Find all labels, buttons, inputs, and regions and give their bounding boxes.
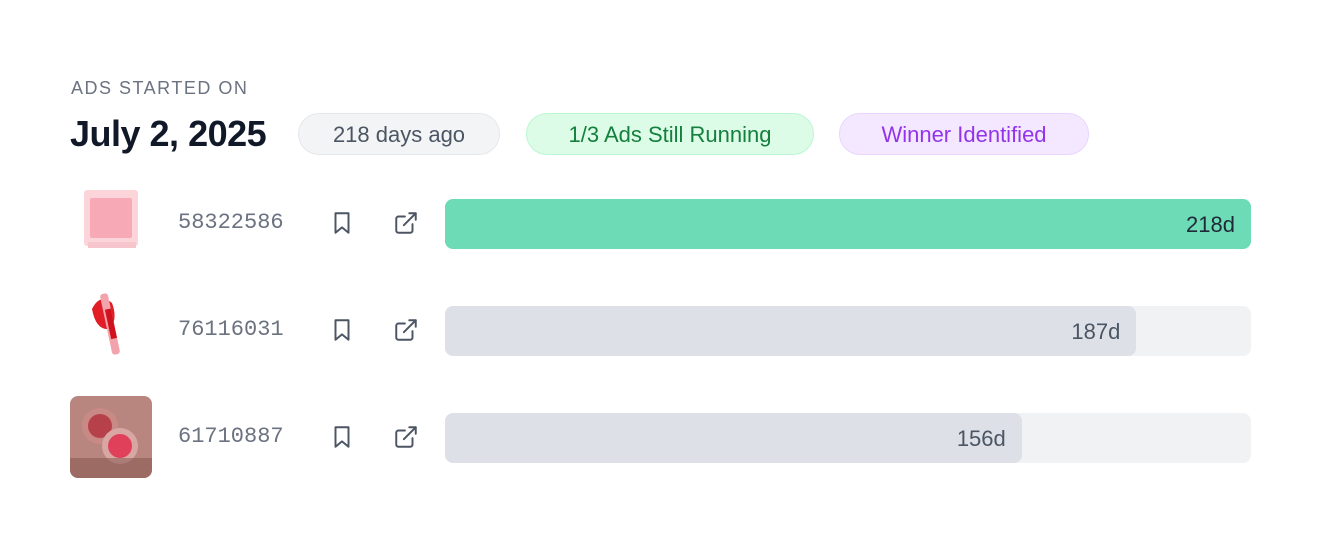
duration-bar: 156d — [445, 413, 1022, 463]
status-badge: 218 days ago — [298, 113, 500, 155]
duration-bar: 218d — [445, 199, 1251, 249]
bookmark-button[interactable] — [329, 424, 355, 450]
ad-row: 61710887 156d — [0, 396, 1326, 480]
bookmark-button[interactable] — [329, 317, 355, 343]
duration-track: 156d — [445, 413, 1251, 463]
duration-bar: 187d — [445, 306, 1137, 356]
section-label: ADS STARTED ON — [71, 78, 249, 98]
ad-thumbnail — [70, 396, 152, 478]
bookmark-button[interactable] — [329, 210, 355, 236]
duration-track: 187d — [445, 306, 1251, 356]
open-link-button[interactable] — [393, 424, 419, 450]
status-badge: Winner Identified — [839, 113, 1089, 155]
ad-thumbnail — [70, 289, 152, 371]
start-date: July 2, 2025 — [70, 113, 267, 154]
duration-label: 187d — [1071, 319, 1121, 344]
open-link-button[interactable] — [393, 317, 419, 343]
ad-row: 76116031 187d — [0, 289, 1326, 373]
ad-id: 61710887 — [178, 424, 284, 449]
open-link-button[interactable] — [393, 210, 419, 236]
ad-thumbnail — [70, 182, 152, 264]
duration-label: 156d — [956, 426, 1006, 451]
ad-id: 76116031 — [178, 317, 284, 342]
status-badge: 1/3 Ads Still Running — [526, 113, 814, 155]
ad-id: 58322586 — [178, 210, 284, 235]
duration-track: 218d — [445, 199, 1251, 249]
duration-label: 218d — [1186, 212, 1235, 237]
ad-row: 58322586 218d — [0, 182, 1326, 266]
